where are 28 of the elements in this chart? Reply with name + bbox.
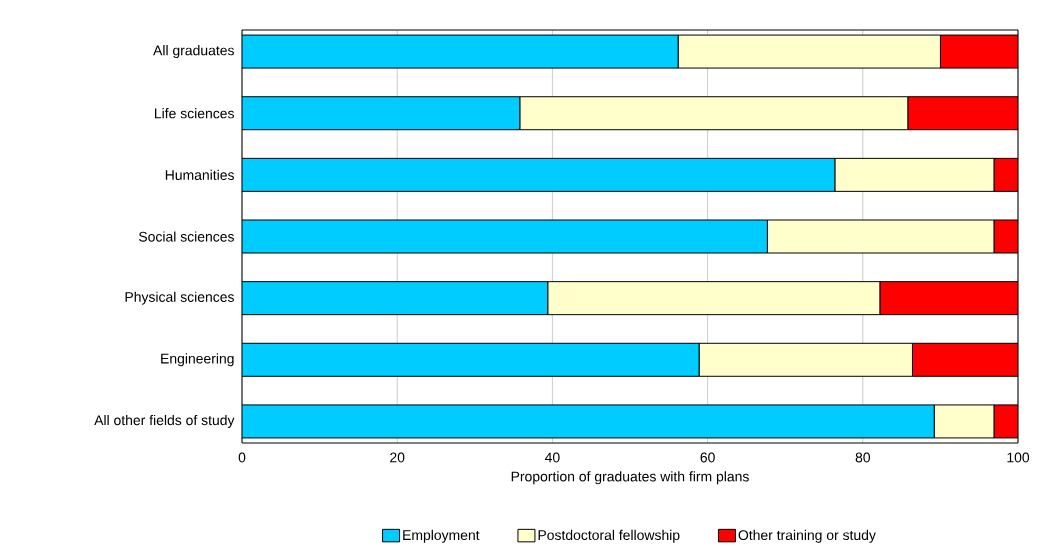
x-axis-title: Proportion of graduates with firm plans [511,471,749,485]
bar [242,404,935,439]
y-tick-label: Physical sciences [125,291,234,305]
x-tick-label: 0 [238,452,246,463]
x-tick-label: 20 [390,452,405,463]
y-tick-label: All graduates [153,45,234,59]
bar [242,342,700,377]
x-tick-label: 60 [700,452,715,463]
bar [939,34,1019,69]
bar [907,96,1019,131]
bar [242,219,768,254]
legend-label: Employment [403,529,480,543]
bar [911,342,1019,377]
bar [242,157,836,192]
y-tick-label: Life sciences [155,108,234,119]
bar [242,34,679,69]
x-tick-label: 100 [1007,452,1030,463]
y-tick-label: Engineering [161,353,234,367]
bar [242,96,521,131]
y-tick-label: Humanities [165,169,234,180]
bar [242,281,549,316]
y-tick-label: All other fields of study [94,414,235,428]
legend-label: Postdoctoral fellowship [538,529,680,543]
legend-label: Other training or study [738,529,876,543]
x-tick-label: 80 [855,452,871,463]
y-tick-label: Social sciences [139,231,234,242]
bar [879,281,1019,316]
x-tick-label: 40 [544,452,560,463]
